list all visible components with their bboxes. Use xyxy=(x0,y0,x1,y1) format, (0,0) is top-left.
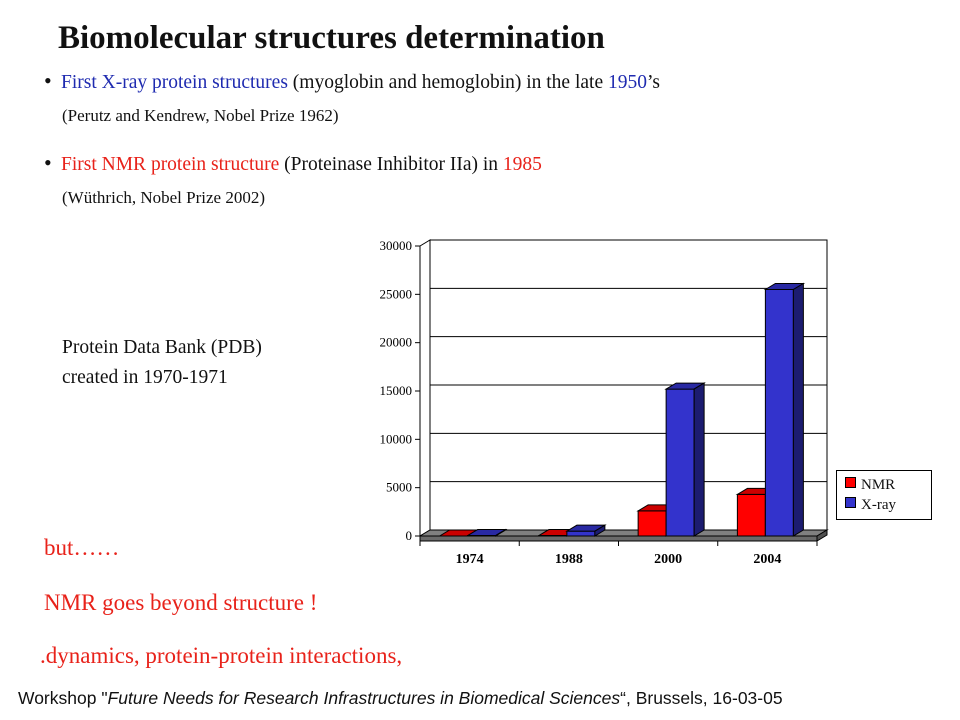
pdb-structures-chart: 0 5000 10000 15000 20000 25000 30000 1974 1988 20… xyxy=(380,238,829,567)
x-tick-label: 2004 xyxy=(753,552,781,567)
xray-citation: (Perutz and Kendrew, Nobel Prize 1962) xyxy=(62,106,339,125)
pdb-note: Protein Data Bank (PDB) created in 1970-… xyxy=(62,333,262,393)
nmr-highlight: First NMR protein structure xyxy=(61,154,280,175)
footer-suffix: “, Brussels, 16-03-05 xyxy=(620,688,783,708)
y-tick-label: 10000 xyxy=(380,431,413,446)
slide-title: Biomolecular structures determination xyxy=(58,20,605,56)
chart-legend: NMR X-ray xyxy=(836,470,932,520)
footer: Workshop "Future Needs for Research Infr… xyxy=(18,688,783,709)
bar-nmr-2000 xyxy=(637,510,667,537)
y-tick-label: 0 xyxy=(406,528,413,543)
footer-prefix: Workshop " xyxy=(18,688,108,708)
nmr-citation: (Wüthrich, Nobel Prize 2002) xyxy=(62,188,265,207)
closing-but: but…… xyxy=(44,535,120,560)
bar-nmr-2004 xyxy=(736,493,766,537)
bar-x-ray-1988 xyxy=(566,530,596,537)
bar-side-x-ray-2004 xyxy=(792,282,804,537)
chart-side-wall xyxy=(419,239,431,537)
y-tick-label: 25000 xyxy=(380,286,413,301)
x-tick-label: 1974 xyxy=(456,552,484,567)
y-tick-label: 5000 xyxy=(386,480,412,495)
pdb-note-line2: created in 1970-1971 xyxy=(62,367,228,388)
xray-suffix: ’s xyxy=(647,72,661,93)
xray-text: (myoglobin and hemoglobin) in the late xyxy=(287,72,608,93)
xray-year: 1950 xyxy=(608,72,647,93)
legend-swatch-xray xyxy=(845,497,856,508)
pdb-note-line1: Protein Data Bank (PDB) xyxy=(62,337,262,358)
bar-side-x-ray-2000 xyxy=(693,382,705,537)
legend-item-nmr: NMR xyxy=(845,477,895,495)
bar-x-ray-2004 xyxy=(764,289,794,537)
nmr-year: 1985 xyxy=(502,154,542,175)
bullet-dot-icon: • xyxy=(44,150,52,175)
bar-side-x-ray-1974 xyxy=(495,528,507,537)
chart-floor-edge xyxy=(419,535,818,542)
legend-label-xray: X-ray xyxy=(861,497,896,513)
bar-x-ray-2000 xyxy=(665,388,695,537)
x-tick-label: 2000 xyxy=(654,552,682,567)
y-tick-label: 30000 xyxy=(380,238,413,253)
bullet-dot-icon: • xyxy=(44,68,52,93)
footer-workshop-title: Future Needs for Research Infrastructure… xyxy=(107,688,621,708)
legend-item-xray: X-ray xyxy=(845,497,896,515)
closing-dynamics: .dynamics, protein-protein interactions, xyxy=(40,643,403,668)
y-tick-label: 20000 xyxy=(380,335,413,350)
closing-nmr-beyond: NMR goes beyond structure ! xyxy=(44,590,318,615)
y-tick-label: 15000 xyxy=(380,383,413,398)
legend-swatch-nmr xyxy=(845,477,856,488)
bullet-nmr: • First NMR protein structure (Proteinase… xyxy=(44,150,542,176)
xray-highlight: First X-ray protein structures xyxy=(61,72,288,93)
legend-label-nmr: NMR xyxy=(861,477,896,493)
x-tick-label: 1988 xyxy=(555,552,583,567)
bar-side-x-ray-1988 xyxy=(594,524,606,537)
nmr-text: (Proteinase Inhibitor IIa) in xyxy=(279,154,503,175)
bullet-xray: • First X-ray protein structures (myoglob… xyxy=(44,68,660,94)
chart-floor-side xyxy=(816,529,828,542)
